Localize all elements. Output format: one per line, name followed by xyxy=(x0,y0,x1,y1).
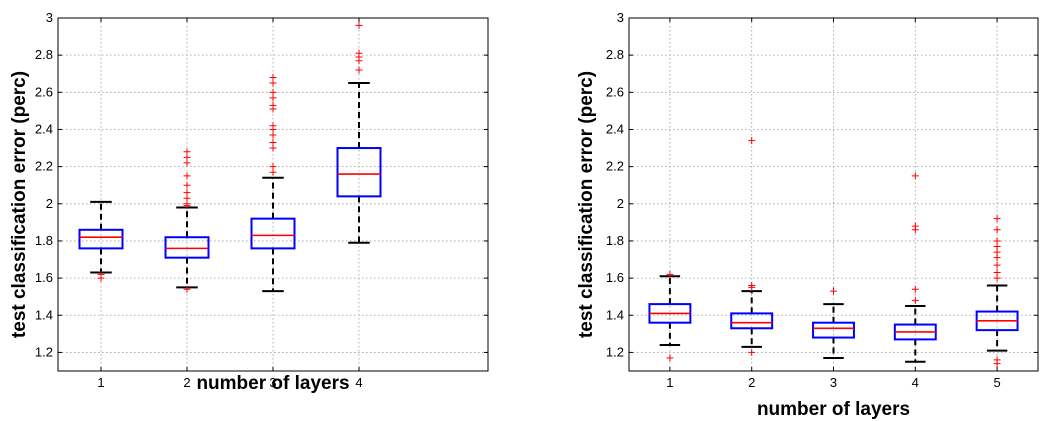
box-4 xyxy=(893,172,937,363)
outlier-marker xyxy=(911,222,919,230)
plot-frame xyxy=(57,17,489,372)
x-tick-label: 4 xyxy=(912,375,919,390)
outlier-marker xyxy=(993,226,1001,234)
y-tick-label: 2.8 xyxy=(606,47,624,62)
outlier-marker xyxy=(269,163,277,171)
y-tick-label: 1.4 xyxy=(35,307,53,322)
box-4 xyxy=(336,21,382,244)
outlier-marker xyxy=(666,270,674,278)
outlier-marker xyxy=(269,138,277,146)
outlier-marker xyxy=(269,122,277,130)
box-2 xyxy=(164,148,210,293)
y-tick-label: 2.8 xyxy=(35,47,53,62)
outlier-marker xyxy=(993,269,1001,277)
outlier-marker xyxy=(748,137,756,145)
y-tick-label: 2.6 xyxy=(606,84,624,99)
y-tick-label: 2.2 xyxy=(606,159,624,174)
y-tick-label: 1.6 xyxy=(606,270,624,285)
outlier-marker xyxy=(183,172,191,180)
y-tick-label: 2.2 xyxy=(35,159,53,174)
y-axis-title: test classification error (perc) xyxy=(576,71,597,338)
outlier-marker xyxy=(666,354,674,362)
x-tick-label: 1 xyxy=(97,375,104,390)
iqr-box xyxy=(812,321,855,339)
iqr-box xyxy=(164,236,210,259)
x-tick-label: 2 xyxy=(748,375,755,390)
x-tick-label: 5 xyxy=(993,375,1000,390)
x-axis-title: number of layers xyxy=(196,373,349,394)
outlier-marker xyxy=(269,101,277,109)
iqr-box xyxy=(336,147,382,198)
iqr-box xyxy=(250,217,296,250)
x-axis-title: number of layers xyxy=(757,399,910,420)
outlier-marker xyxy=(993,215,1001,223)
y-tick-label: 2.4 xyxy=(606,121,624,136)
y-tick-label: 1.2 xyxy=(35,344,53,359)
outlier-marker xyxy=(183,148,191,156)
y-tick-label: 3 xyxy=(46,10,53,25)
y-tick-label: 1.4 xyxy=(606,307,624,322)
outlier-marker xyxy=(993,237,1001,245)
box-5 xyxy=(975,215,1019,368)
outlier-marker xyxy=(748,348,756,356)
y-tick-label: 1.8 xyxy=(35,233,53,248)
outlier-marker xyxy=(183,181,191,189)
outlier-marker xyxy=(993,261,1001,269)
y-tick-label: 1.6 xyxy=(35,270,53,285)
iqr-box xyxy=(78,228,124,250)
x-tick-label: 2 xyxy=(183,375,190,390)
x-tick-label: 3 xyxy=(830,375,837,390)
y-tick-label: 2 xyxy=(46,196,53,211)
x-tick-label: 4 xyxy=(355,375,362,390)
outlier-marker xyxy=(183,285,191,293)
outlier-marker xyxy=(355,49,363,57)
y-tick-label: 2 xyxy=(617,196,624,211)
outlier-marker xyxy=(355,66,363,74)
y-tick-label: 1.8 xyxy=(606,233,624,248)
plot-frame xyxy=(628,17,1039,372)
outlier-marker xyxy=(269,73,277,81)
outlier-marker xyxy=(993,356,1001,364)
outlier-marker xyxy=(911,172,919,180)
outlier-marker xyxy=(269,88,277,96)
outlier-marker xyxy=(911,296,919,304)
box-1 xyxy=(78,200,124,282)
outlier-marker xyxy=(97,270,105,278)
outlier-marker xyxy=(830,287,837,295)
y-tick-label: 3 xyxy=(617,10,624,25)
iqr-box xyxy=(730,312,774,330)
y-tick-label: 2.6 xyxy=(35,84,53,99)
outlier-marker xyxy=(748,282,756,290)
x-tick-label: 3 xyxy=(269,375,276,390)
y-axis-title: test classification error (perc) xyxy=(9,71,30,338)
box-3 xyxy=(250,73,296,293)
y-tick-label: 1.2 xyxy=(606,344,624,359)
outlier-marker xyxy=(355,21,363,29)
right-boxplot-chart: 1.2 1.4 1.6 1.8 2 2.2 2.4 2.6 2.8 3 1 2 3 4 5 number of… xyxy=(576,10,1039,420)
left-boxplot-chart: 1.2 1.4 1.6 1.8 2 2.2 2.4 2.6 2.8 3 1 2 3 4 number of … xyxy=(9,10,489,394)
outlier-marker xyxy=(183,189,191,197)
x-tick-label: 1 xyxy=(666,375,673,390)
box-3 xyxy=(812,287,855,359)
box-1 xyxy=(648,270,692,362)
outlier-marker xyxy=(911,285,919,293)
y-tick-label: 2.4 xyxy=(35,121,53,136)
box-2 xyxy=(730,137,774,356)
